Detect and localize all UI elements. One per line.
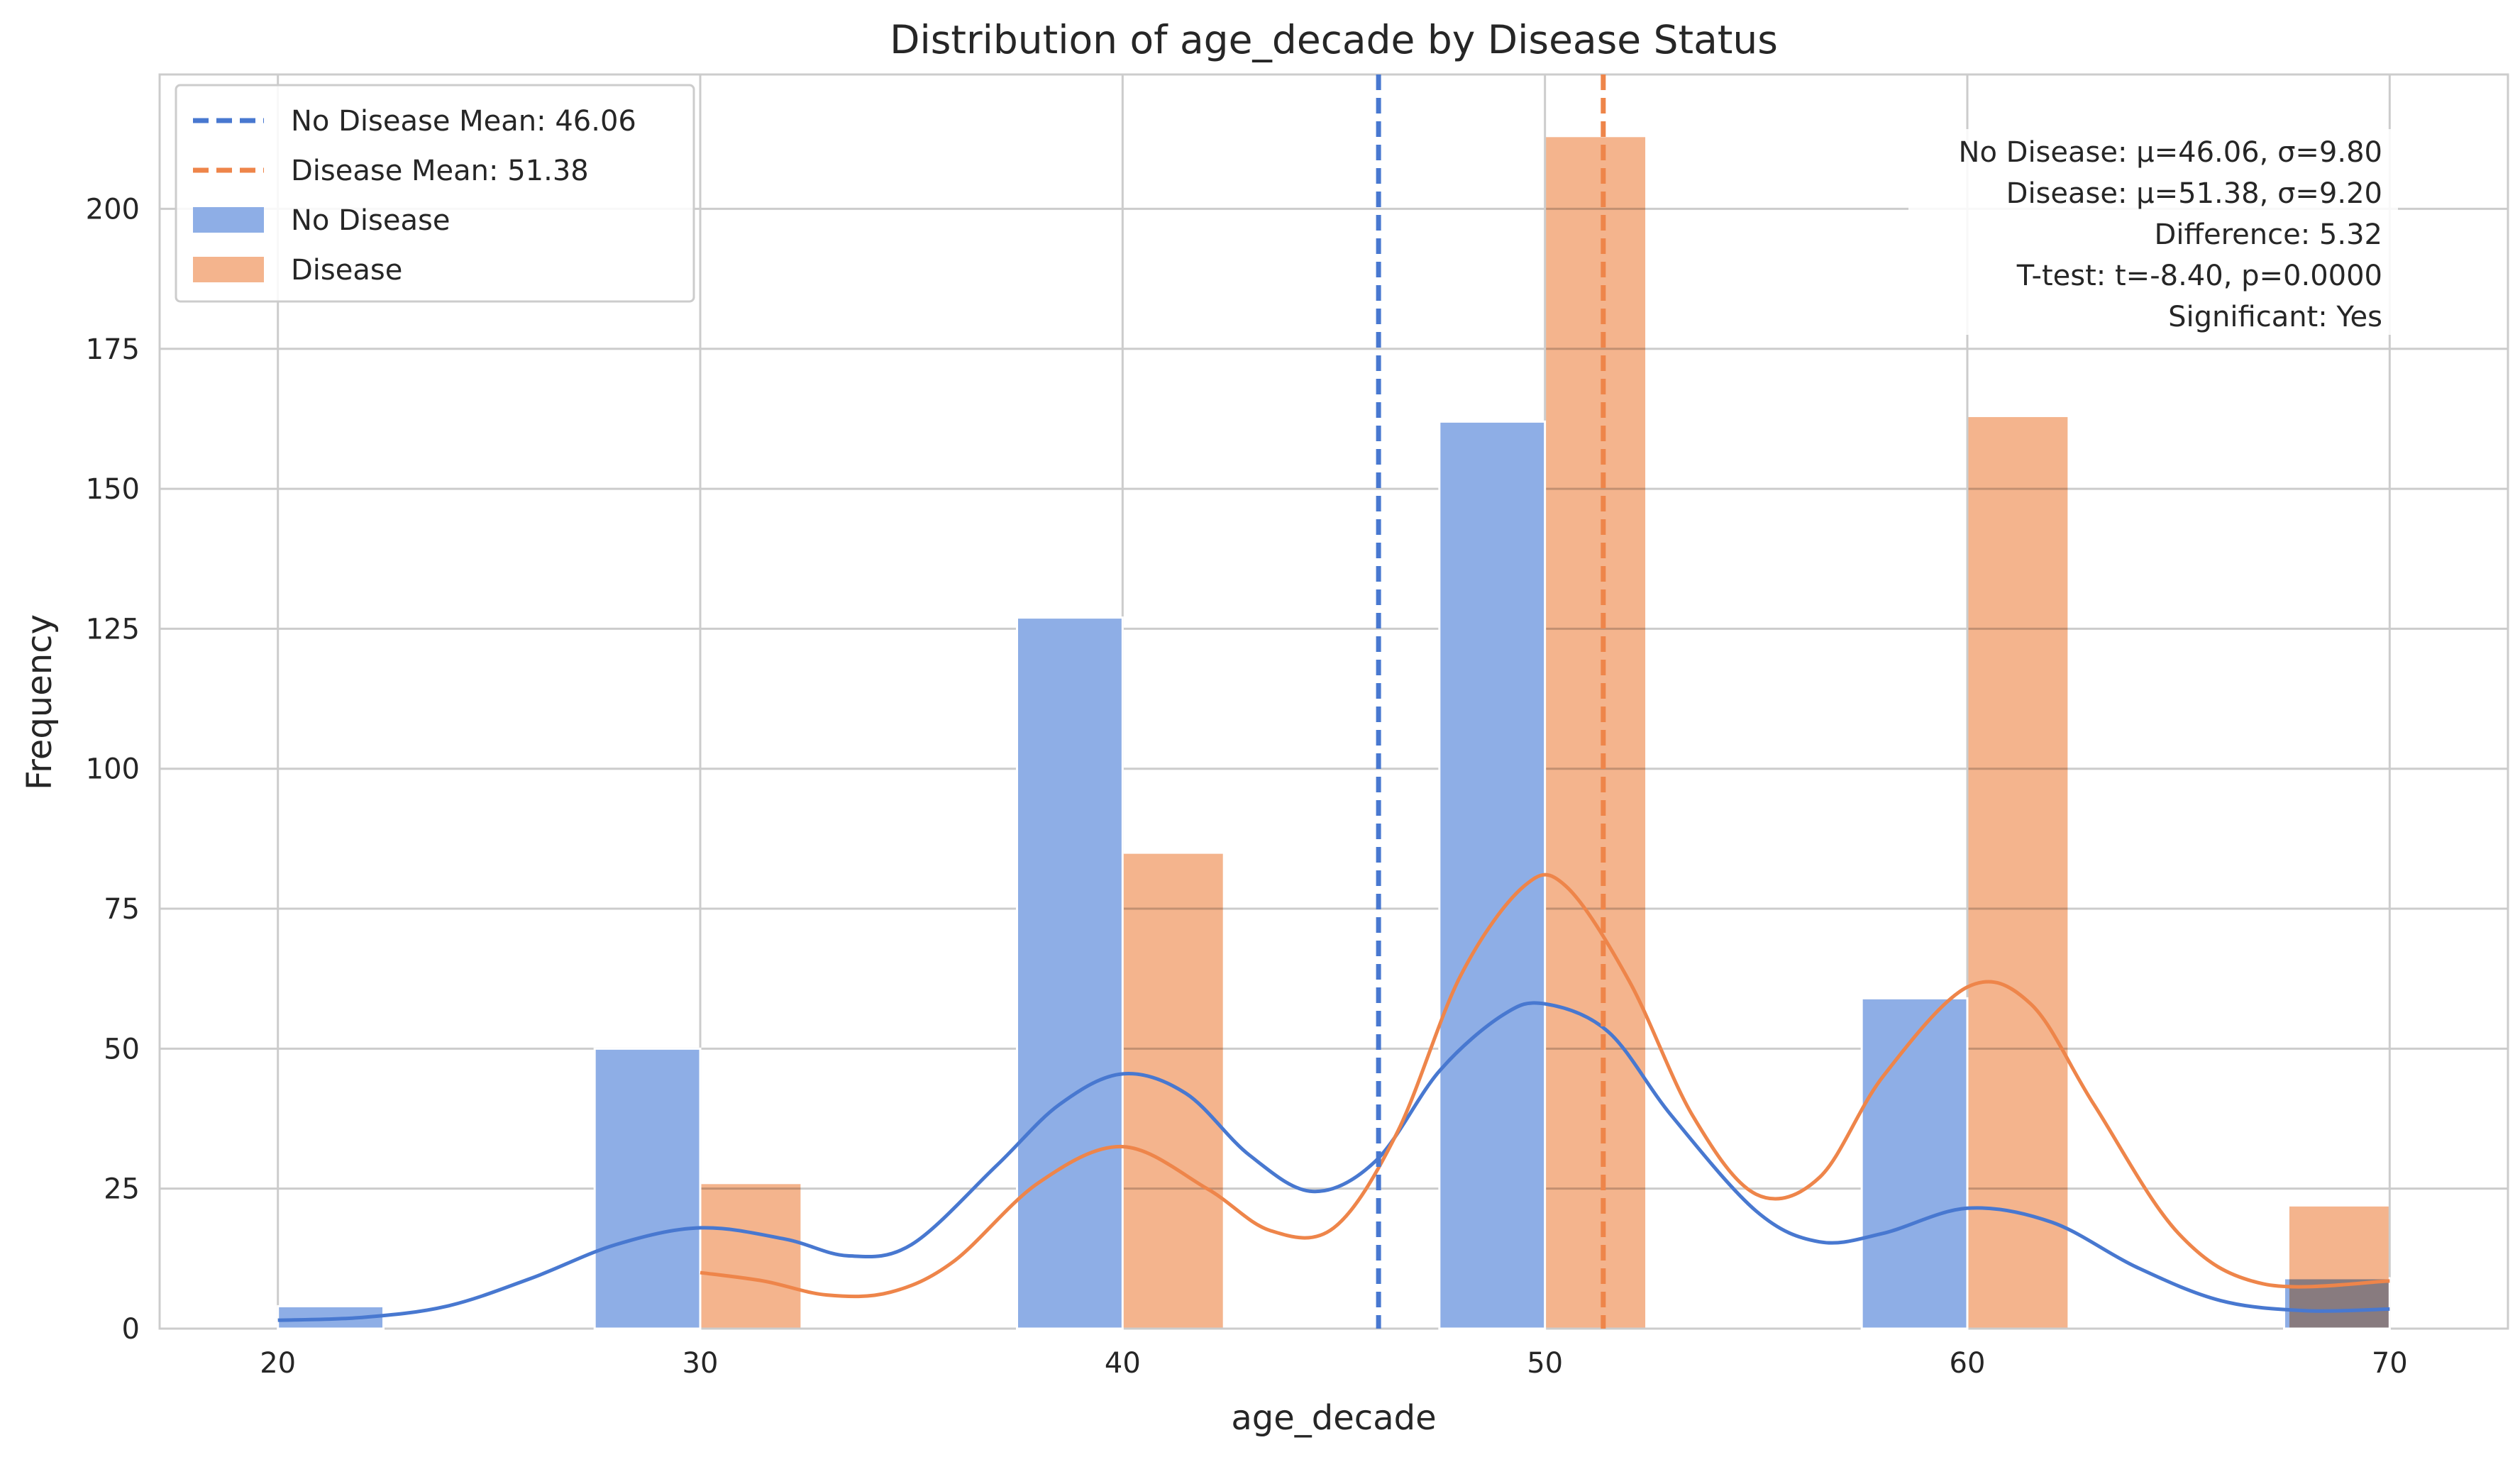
y-tick-label: 125 bbox=[86, 613, 140, 646]
legend-frame bbox=[175, 84, 695, 303]
stats-line: Disease: μ=51.38, σ=9.20 bbox=[2006, 177, 2382, 210]
kde-no-disease bbox=[277, 1001, 2390, 1322]
x-axis-label: age_decade bbox=[1231, 1398, 1436, 1438]
y-tick-label: 75 bbox=[104, 893, 140, 926]
x-tick-label: 50 bbox=[1527, 1347, 1563, 1380]
bar-no-disease bbox=[1016, 616, 1124, 1330]
legend-entry-label: Disease Mean: 51.38 bbox=[291, 155, 589, 187]
bar-disease bbox=[1121, 851, 1225, 1330]
legend-entry-label: No Disease Mean: 46.06 bbox=[291, 105, 636, 138]
mean-lines bbox=[1376, 74, 1606, 1329]
bars-no-disease bbox=[277, 420, 2391, 1330]
bar-no-disease bbox=[593, 1047, 702, 1330]
x-tick-label: 70 bbox=[2372, 1347, 2408, 1380]
y-tick-label: 25 bbox=[104, 1173, 140, 1206]
bars-disease bbox=[699, 135, 2391, 1330]
y-tick-label: 0 bbox=[122, 1313, 140, 1346]
y-axis-label: Frequency bbox=[20, 614, 60, 790]
y-tick-label: 50 bbox=[104, 1033, 140, 1065]
x-tick-label: 40 bbox=[1105, 1347, 1141, 1380]
x-tick-label: 30 bbox=[682, 1347, 719, 1380]
y-tick-label: 100 bbox=[86, 753, 140, 786]
chart-title: Distribution of age_decade by Disease St… bbox=[890, 17, 1778, 62]
y-tick-label: 175 bbox=[86, 333, 140, 366]
stats-line: Difference: 5.32 bbox=[2155, 218, 2382, 251]
stats-box: No Disease: μ=46.06, σ=9.80 Disease: μ=51… bbox=[1908, 129, 2398, 335]
bar-no-disease bbox=[1860, 997, 1969, 1330]
legend-patch-swatch bbox=[193, 257, 264, 282]
stats-line: Significant: Yes bbox=[2168, 301, 2382, 333]
bar-disease bbox=[1544, 135, 1648, 1330]
bar-disease bbox=[699, 1182, 803, 1330]
stats-line: No Disease: μ=46.06, σ=9.80 bbox=[1959, 136, 2382, 169]
legend: No Disease Mean: 46.06 Disease Mean: 51.3… bbox=[175, 84, 695, 303]
grid-lines bbox=[160, 74, 2508, 1330]
bar-disease bbox=[1966, 414, 2070, 1330]
tick-labels: 20 30 40 50 60 70 0 25 50 75 100 125 150 175 200 bbox=[86, 193, 2408, 1380]
legend-entry-label: No Disease bbox=[291, 204, 450, 237]
x-tick-label: 20 bbox=[260, 1347, 296, 1380]
y-tick-label: 200 bbox=[86, 193, 140, 226]
stats-line: T-test: t=-8.40, p=0.0000 bbox=[2016, 260, 2382, 292]
legend-entry-label: Disease bbox=[291, 254, 402, 287]
x-tick-label: 60 bbox=[1950, 1347, 1986, 1380]
bar-no-disease bbox=[1438, 420, 1547, 1330]
legend-patch-swatch bbox=[193, 207, 264, 233]
kde-curves bbox=[277, 872, 2390, 1322]
stats-box-frame bbox=[1908, 129, 2398, 335]
y-tick-label: 150 bbox=[86, 473, 140, 506]
kde-disease bbox=[700, 872, 2390, 1299]
